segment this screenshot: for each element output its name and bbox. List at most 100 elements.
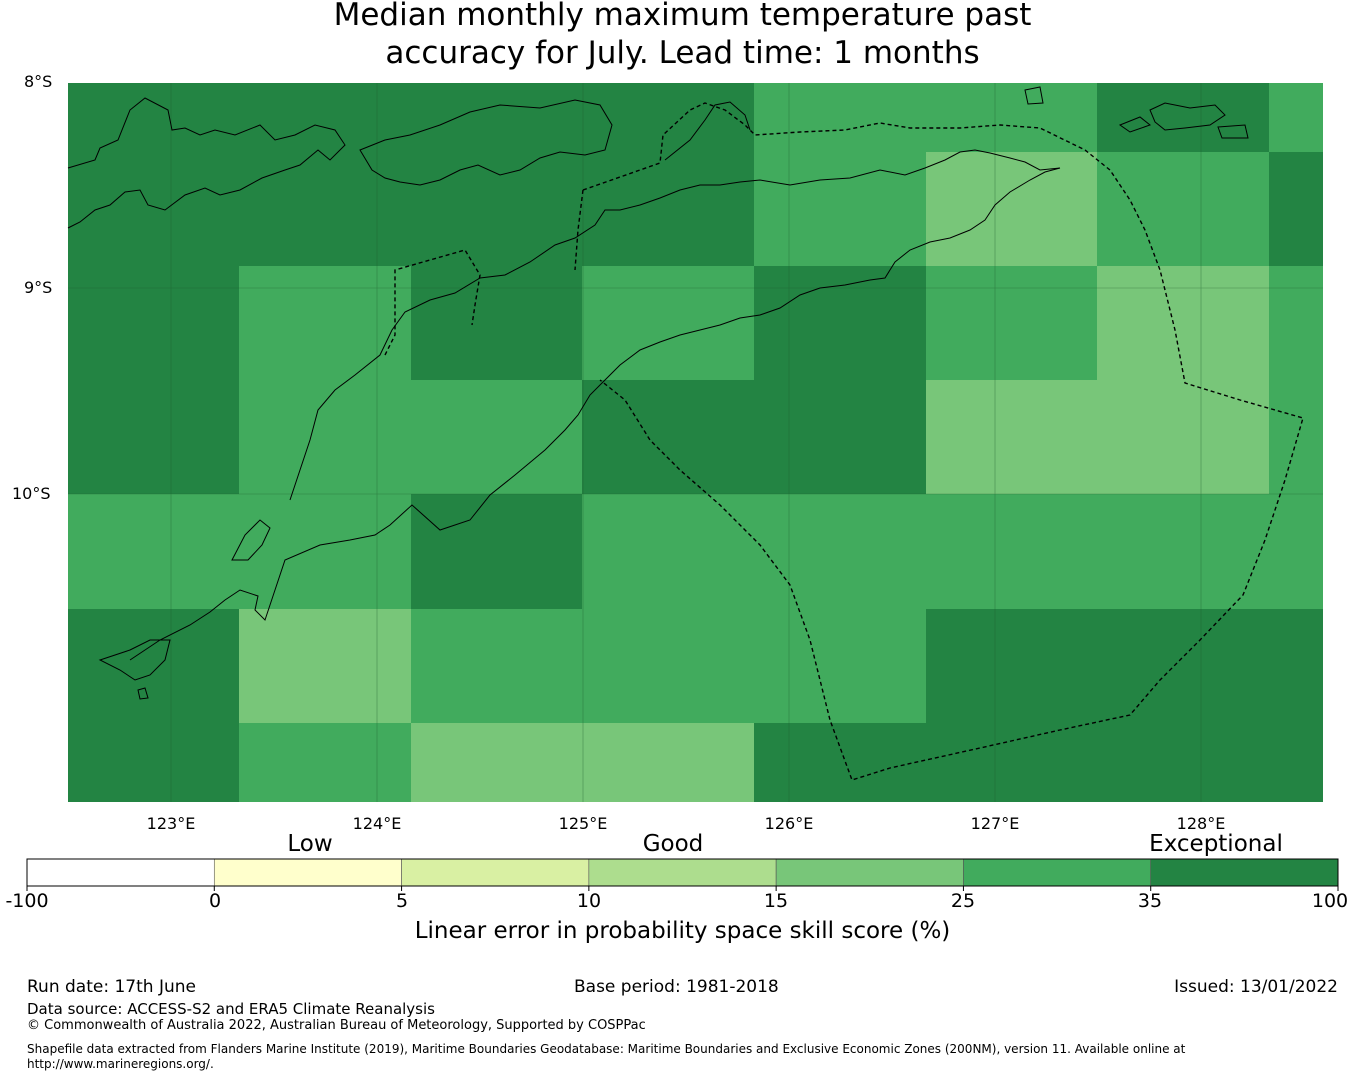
grid-cell [1269, 380, 1323, 494]
grid-cell [1269, 609, 1323, 723]
grid-cell [1097, 152, 1269, 266]
colorbar-segment [588, 858, 777, 887]
colorbar-segment [213, 858, 402, 887]
grid-cell [411, 83, 582, 152]
shapefile-credit-1: Shapefile data extracted from Flanders M… [27, 1042, 1186, 1056]
category-exceptional: Exceptional [1149, 831, 1283, 857]
grid-cell [1269, 152, 1323, 266]
data-source: Data source: ACCESS-S2 and ERA5 Climate … [27, 1000, 435, 1018]
grid-cell [411, 380, 582, 494]
grid-cell [1097, 723, 1269, 802]
grid-cell [68, 494, 239, 609]
timor-south-coast [289, 149, 1061, 501]
base-period: Base period: 1981-2018 [574, 977, 779, 997]
grid-cell [239, 266, 411, 380]
small-island-sw [137, 687, 149, 700]
tick-15: 15 [763, 890, 789, 912]
lat-label-10s: 10°S [12, 484, 51, 503]
grid-cell [582, 723, 754, 802]
grid-cell [926, 609, 1097, 723]
grid-cell [68, 723, 239, 802]
grid-cell [1097, 380, 1269, 494]
map-title: Median monthly maximum temperature past … [0, 0, 1365, 72]
grid-cell [239, 609, 411, 723]
colorbar [26, 858, 1339, 891]
grid-cell [411, 609, 582, 723]
grid-cell [926, 83, 1097, 152]
grid-cell [411, 152, 582, 266]
tick-100: 100 [1311, 890, 1349, 912]
small-island-east-3 [1118, 116, 1152, 133]
skill-grid [68, 83, 1323, 802]
grid-cell [582, 494, 754, 609]
grid-cell [411, 266, 582, 380]
grid-cell [1269, 266, 1323, 380]
lon-label-126e: 126°E [764, 814, 814, 833]
shapefile-credit-2: http://www.marineregions.org/. [27, 1057, 214, 1071]
grid-cell [239, 83, 411, 152]
copyright: © Commonwealth of Australia 2022, Austra… [27, 1018, 646, 1033]
grid-cell [582, 83, 754, 152]
issued-date: Issued: 13/01/2022 [1174, 977, 1338, 997]
tick-5: 5 [395, 890, 409, 912]
grid-cell [926, 494, 1097, 609]
grid-cell [1097, 609, 1269, 723]
title-line-2: accuracy for July. Lead time: 1 months [385, 35, 980, 71]
grid-cell [68, 266, 239, 380]
small-island-east-4 [1217, 124, 1249, 139]
grid-cell [1097, 266, 1269, 380]
colorbar-segment [963, 858, 1152, 887]
grid-cell [926, 380, 1097, 494]
grid-cell [68, 609, 239, 723]
timor-north-coast [129, 167, 1061, 661]
tick-0: 0 [208, 890, 222, 912]
grid-cell [239, 152, 411, 266]
grid-cell [582, 152, 754, 266]
grid-cell [582, 266, 754, 380]
semau-island [231, 519, 271, 561]
grid-cell [754, 609, 926, 723]
colorbar-frame [26, 858, 1339, 887]
colorbar-label: Linear error in probability space skill … [414, 918, 951, 944]
lon-label-123e: 123°E [146, 814, 196, 833]
graticule [68, 83, 1323, 802]
lat-label-8s: 8°S [24, 72, 53, 91]
tick-neg100: -100 [5, 890, 49, 912]
grid-cell [411, 494, 582, 609]
tick-35: 35 [1137, 890, 1163, 912]
grid-cell [754, 266, 926, 380]
small-island-east-1 [1024, 86, 1044, 105]
grid-cell [582, 380, 754, 494]
category-low: Low [287, 831, 333, 857]
grid-cell [754, 152, 926, 266]
grid-cell [926, 152, 1097, 266]
colorbar-segment [401, 858, 590, 887]
tick-10: 10 [576, 890, 602, 912]
colorbar-segment [26, 858, 215, 887]
grid-cell [754, 494, 926, 609]
category-good: Good [642, 831, 704, 857]
north-island-center [359, 99, 613, 186]
lon-label-124e: 124°E [352, 814, 402, 833]
small-island-east-2 [1149, 102, 1226, 131]
grid-cell [754, 83, 926, 152]
wetar-island [664, 101, 751, 161]
lon-label-125e: 125°E [558, 814, 608, 833]
colorbar-segment [775, 858, 964, 887]
grid-cell [239, 380, 411, 494]
grid-cell [1097, 494, 1269, 609]
grid-cell [582, 609, 754, 723]
grid-cell [68, 152, 239, 266]
grid-cell [754, 723, 926, 802]
run-date: Run date: 17th June [27, 977, 196, 997]
grid-cell [926, 266, 1097, 380]
grid-cell [68, 83, 239, 152]
grid-cell [411, 723, 582, 802]
grid-cell [68, 380, 239, 494]
lat-label-9s: 9°S [24, 278, 53, 297]
coastlines [67, 86, 1249, 700]
timor-leste-eez [582, 102, 1304, 781]
grid-cell [239, 494, 411, 609]
lon-label-128e: 128°E [1176, 814, 1226, 833]
